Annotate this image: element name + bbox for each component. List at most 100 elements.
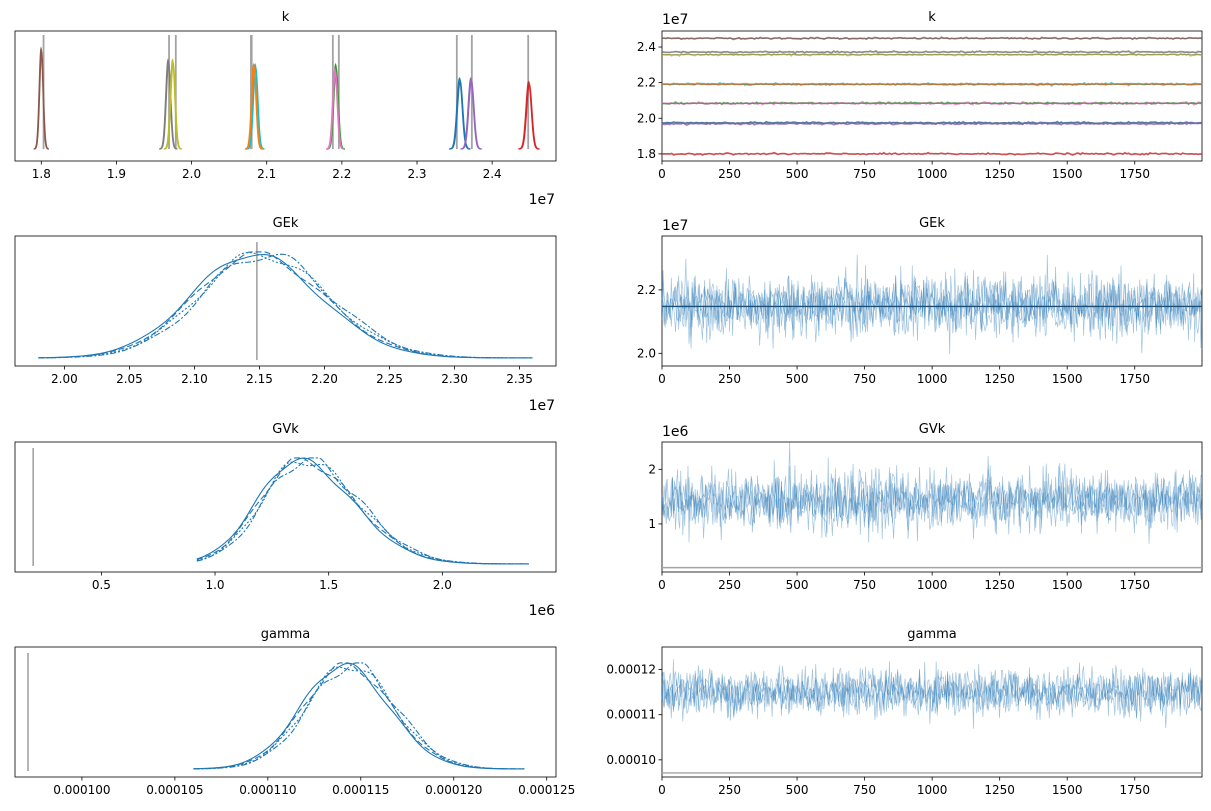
x-tick-label: 750 <box>853 578 876 592</box>
x-tick-label: 0 <box>658 783 666 797</box>
plot-frame <box>14 646 557 778</box>
x-tick-label: 1000 <box>917 578 948 592</box>
y-tick-label: 0.00011 <box>606 708 656 722</box>
y-tick-label: 2.4 <box>637 40 656 54</box>
panel-title: GVk <box>272 422 299 437</box>
x-tick-label: 1500 <box>1052 372 1083 386</box>
x-tick-label: 750 <box>853 783 876 797</box>
density-curve <box>193 662 525 770</box>
x-tick-label: 0.000120 <box>425 783 482 797</box>
x-tick-label: 2.4 <box>483 167 502 181</box>
density-curve <box>193 662 525 770</box>
density-curve <box>193 666 525 770</box>
plot-frame <box>14 235 557 367</box>
x-tick-label: 1.9 <box>107 167 126 181</box>
x-tick-label: 250 <box>718 372 741 386</box>
panel-title: GEk <box>273 216 299 231</box>
y-tick-label: 1 <box>648 517 656 531</box>
x-tick-label: 1000 <box>917 783 948 797</box>
density-curve <box>193 662 525 770</box>
k-trace-panel: k 1e7 0 250 500 750 1000 1250 1500 1750 1.8 2.0 2.… <box>637 10 1203 181</box>
density-curve <box>38 251 533 359</box>
plot-frame <box>661 30 1203 162</box>
panel-title: GVk <box>919 422 946 437</box>
x-tick-label: 0.000100 <box>53 783 110 797</box>
y-tick-label: 2.2 <box>637 283 656 297</box>
x-tick-label: 1750 <box>1119 167 1150 181</box>
gek-posterior-panel: GEk 1e7 2.00 2.05 2.10 2.15 2.20 2.25 2.30 2.35 <box>14 216 557 414</box>
x-tick-label: 0.000125 <box>518 783 575 797</box>
x-tick-label: 2.05 <box>116 372 143 386</box>
x-tick-label: 2.25 <box>376 372 403 386</box>
panel-title: k <box>282 10 290 25</box>
gamma-posterior-panel: gamma 0.000100 0.000105 0.000110 0.000115 0.… <box>14 627 575 797</box>
density-curve <box>460 79 482 150</box>
x-tick-label: 1750 <box>1119 783 1150 797</box>
panel-title: gamma <box>907 627 957 642</box>
density-curve <box>246 66 265 150</box>
density-curve <box>163 61 182 150</box>
density-curve <box>33 46 49 150</box>
x-tick-label: 0.000115 <box>332 783 389 797</box>
trace-line <box>661 455 1203 541</box>
x-tick-label: 2.0 <box>433 578 452 592</box>
x-tick-label: 1250 <box>984 578 1015 592</box>
x-tick-label: 2.1 <box>257 167 276 181</box>
x-tick-label: 0.000110 <box>239 783 296 797</box>
x-tick-label: 1500 <box>1052 578 1083 592</box>
density-curve <box>38 251 533 359</box>
density-curve <box>196 461 529 565</box>
y-tick-label: 2 <box>648 462 656 476</box>
x-tick-label: 2.35 <box>506 372 533 386</box>
x-tick-label: 1750 <box>1119 578 1150 592</box>
x-tick-label: 500 <box>786 783 809 797</box>
gvk-posterior-panel: GVk 1e6 0.5 1.0 1.5 2.0 <box>14 422 557 619</box>
x-tick-label: 0 <box>658 167 666 181</box>
x-tick-label: 250 <box>718 783 741 797</box>
trace-line <box>661 254 1203 350</box>
gamma-trace-panel: gamma 0 250 500 750 1000 1250 1500 1750 0.00010 0… <box>606 627 1203 797</box>
axis-offset-label: 1e6 <box>662 424 689 440</box>
x-tick-label: 1250 <box>984 372 1015 386</box>
x-tick-label: 0 <box>658 578 666 592</box>
x-tick-label: 1250 <box>984 783 1015 797</box>
x-tick-label: 2.30 <box>441 372 468 386</box>
x-tick-label: 0 <box>658 372 666 386</box>
density-curve <box>449 79 471 150</box>
y-tick-label: 2.2 <box>637 76 656 90</box>
axis-offset-label: 1e6 <box>529 603 556 619</box>
x-tick-label: 1.5 <box>319 578 338 592</box>
x-tick-label: 1000 <box>917 167 948 181</box>
x-tick-label: 2.15 <box>246 372 273 386</box>
plot-frame <box>14 441 557 573</box>
density-curve <box>33 50 49 150</box>
x-tick-label: 1.8 <box>32 167 51 181</box>
panel-title: gamma <box>261 627 311 642</box>
x-tick-label: 2.00 <box>51 372 78 386</box>
y-tick-label: 2.0 <box>637 346 656 360</box>
trace-line <box>661 254 1203 349</box>
x-tick-label: 500 <box>786 372 809 386</box>
plot-frame <box>14 30 557 162</box>
trace-line <box>661 465 1203 544</box>
x-tick-label: 1250 <box>984 167 1015 181</box>
x-tick-label: 250 <box>718 578 741 592</box>
x-tick-label: 1750 <box>1119 372 1150 386</box>
y-tick-label: 0.00012 <box>606 663 656 677</box>
density-curve <box>196 457 529 565</box>
k-posterior-panel: k 1e7 1.8 1.9 2.0 2.1 2.2 2.3 2.4 <box>14 10 557 208</box>
trace-line <box>661 659 1203 729</box>
x-tick-label: 2.10 <box>181 372 208 386</box>
x-tick-label: 1500 <box>1052 167 1083 181</box>
x-tick-label: 2.3 <box>407 167 426 181</box>
axis-offset-label: 1e7 <box>529 398 555 414</box>
gek-trace-panel: GEk 1e7 0 250 500 750 1000 1250 1500 1750 2.0 2.2 <box>637 216 1203 386</box>
x-tick-label: 250 <box>718 167 741 181</box>
x-tick-label: 1500 <box>1052 783 1083 797</box>
y-tick-label: 1.8 <box>637 147 656 161</box>
density-curve <box>38 253 533 359</box>
panel-title: GEk <box>919 216 945 231</box>
density-curve <box>244 66 264 150</box>
axis-offset-label: 1e7 <box>662 218 688 234</box>
